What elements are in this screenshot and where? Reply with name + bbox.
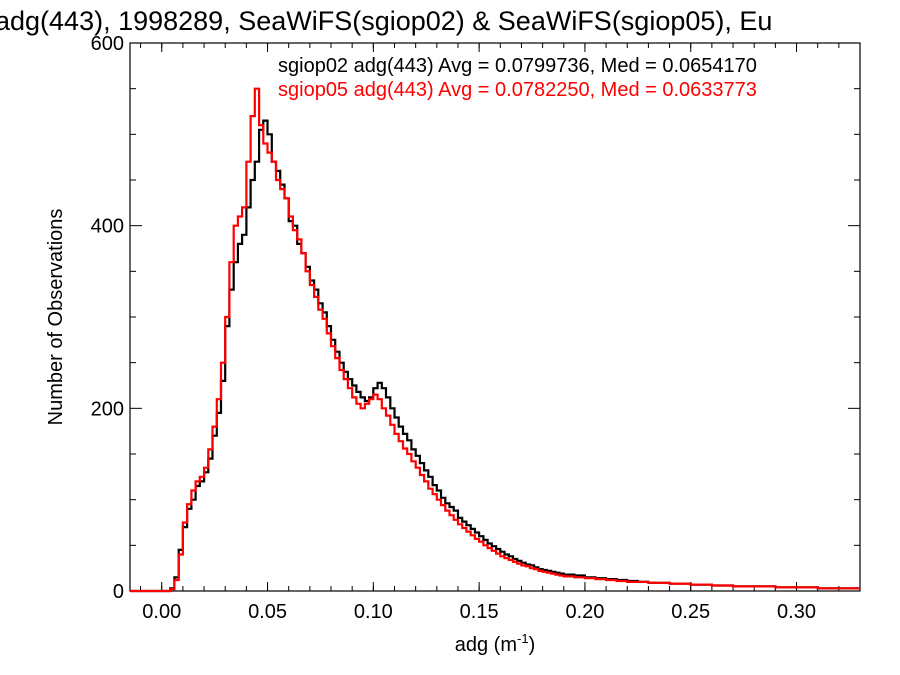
plot-frame	[129, 42, 861, 592]
x-tick-label: 0.05	[248, 601, 287, 623]
y-axis-ticks: 0 200 400 600	[91, 33, 860, 603]
y-tick-label: 600	[91, 33, 124, 55]
x-tick-label: 0.10	[354, 601, 393, 623]
chart-legend: sgiop02 adg(443) Avg = 0.0799736, Med = …	[278, 55, 757, 101]
y-tick-label: 0	[113, 581, 124, 603]
chart-title: adg(443), 1998289, SeaWiFS(sgiop02) & Se…	[0, 6, 772, 36]
x-axis-label: adg (m-1)	[455, 631, 535, 656]
y-tick-label: 400	[91, 216, 124, 238]
series-line-sgiop05	[130, 87, 860, 593]
x-tick-label: 0.00	[142, 601, 181, 623]
x-tick-label: 0.20	[565, 601, 604, 623]
series-line-sgiop02	[130, 119, 860, 593]
legend-entry-sgiop05: sgiop05 adg(443) Avg = 0.0782250, Med = …	[278, 79, 757, 101]
x-tick-label: 0.30	[777, 601, 816, 623]
y-tick-label: 200	[91, 398, 124, 420]
legend-entry-sgiop02: sgiop02 adg(443) Avg = 0.0799736, Med = …	[278, 55, 757, 77]
y-axis-label: Number of Observations	[45, 209, 67, 426]
x-tick-label: 0.15	[460, 601, 499, 623]
x-axis-ticks: 0.00 0.05 0.10 0.15 0.20 0.25 0.30	[140, 43, 861, 623]
data-series	[130, 87, 860, 593]
x-tick-label: 0.25	[671, 601, 710, 623]
